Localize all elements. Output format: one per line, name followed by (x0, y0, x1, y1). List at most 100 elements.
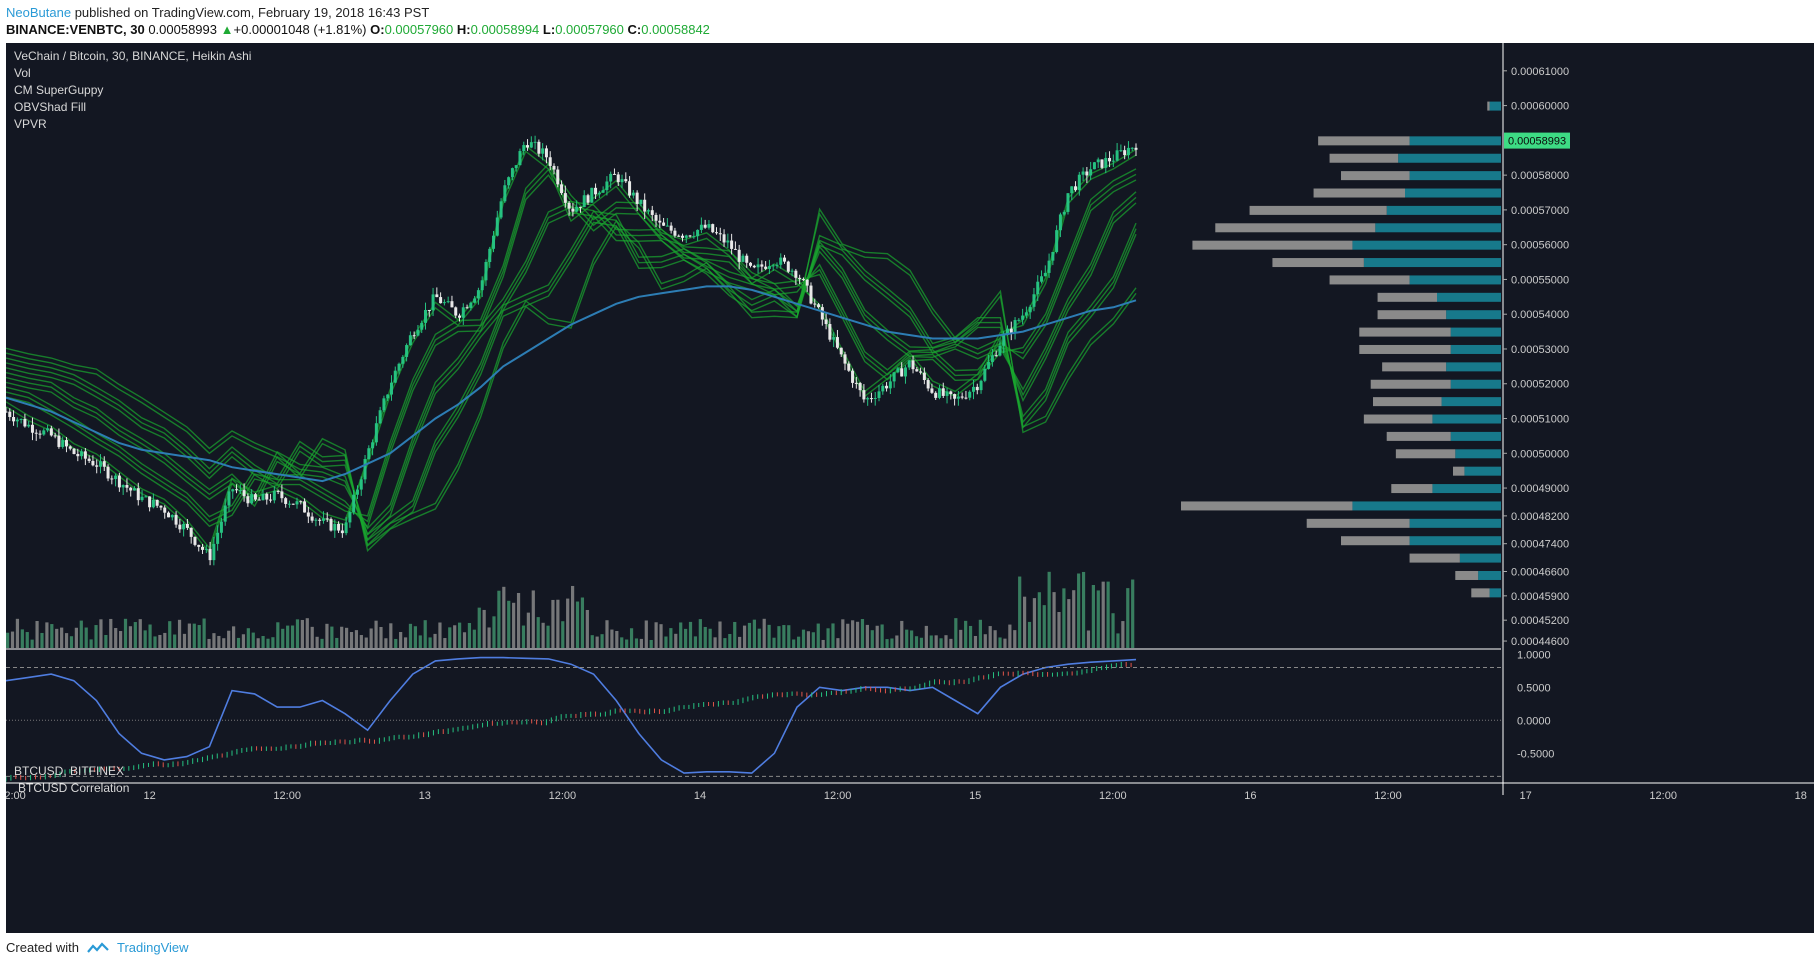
candle-body (590, 187, 594, 203)
volume-bar (1077, 573, 1081, 648)
volume-bar (983, 634, 987, 648)
candle-body (295, 501, 299, 505)
candle-body (1092, 162, 1096, 170)
candle-body (144, 496, 148, 498)
volume-bar (797, 636, 801, 648)
candle-body (726, 240, 730, 243)
volume-bar (384, 638, 388, 648)
volume-bar (993, 630, 997, 648)
volume-bar (959, 629, 963, 648)
candle-body (983, 368, 987, 381)
candle-body (484, 262, 488, 281)
candle-body (389, 382, 393, 395)
candle-body (662, 222, 666, 226)
candle-body (953, 394, 957, 399)
candle-body (454, 307, 458, 316)
candle-body (578, 206, 582, 208)
candle-body (250, 494, 254, 504)
chart-canvas[interactable]: 0.00061000 0.00060000 0.00058000 0.00057000… (6, 43, 1814, 933)
tradingview-link[interactable]: TradingView (116, 940, 189, 955)
candle-body (102, 461, 106, 467)
volume-bar (148, 624, 152, 648)
volume-bar (74, 627, 78, 648)
vpvr-up-bar (1398, 153, 1501, 163)
volume-bar (634, 638, 639, 648)
volume-bar (295, 619, 300, 648)
main-legend-title: VeChain / Bitcoin, 30, BINANCE, Heikin A… (14, 49, 251, 63)
volume-bar (448, 627, 452, 648)
candle-body (242, 490, 246, 497)
candle-body (771, 265, 775, 267)
candle-body (892, 372, 896, 382)
volume-bar (138, 619, 142, 648)
volume-bar (752, 619, 756, 648)
candle-body (340, 530, 344, 534)
candle-body (1096, 159, 1100, 163)
volume-bar (158, 634, 162, 648)
volume-bar (104, 634, 108, 648)
low-label: L: (542, 22, 556, 37)
price-tick-label: 0.00058000 (1511, 170, 1569, 182)
candle-body (533, 141, 537, 143)
price-tick-label: 0.00048200 (1511, 511, 1569, 523)
candle-body (1081, 171, 1085, 175)
volume-bar (615, 630, 619, 648)
time-tick-label: 12:00 (1649, 790, 1677, 802)
volume-bar (855, 621, 860, 648)
subpane-tick-label: 0.0000 (1517, 715, 1551, 727)
volume-bar (821, 639, 825, 648)
candle-body (276, 490, 280, 492)
footer: Created with TradingView (6, 940, 189, 955)
candle-body (458, 315, 462, 318)
candle-body (903, 367, 907, 377)
candle-body (835, 337, 839, 348)
chart-svg[interactable]: 0.00061000 0.00060000 0.00058000 0.00057000… (6, 43, 1814, 933)
volume-bar (266, 638, 270, 648)
volume-bar (968, 625, 973, 648)
candle-body (91, 460, 95, 466)
candle-body (442, 302, 446, 304)
subpane-indicator: BTCUSD Correlation (18, 781, 129, 795)
candle-body (446, 301, 450, 303)
candle-body (541, 148, 545, 154)
volume-bar (20, 629, 24, 648)
candle-body (680, 235, 684, 238)
candle-body (522, 145, 526, 152)
candle-body (167, 512, 171, 518)
volume-bar (143, 630, 147, 648)
volume-bar (659, 624, 663, 648)
author-link[interactable]: NeoButane (6, 5, 72, 20)
candle-body (699, 224, 703, 230)
volume-bar (1106, 581, 1110, 648)
volume-bar (163, 632, 167, 648)
volume-bar (924, 625, 928, 648)
price-tick-label: 0.00053000 (1511, 344, 1569, 356)
last-price: 0.00058993 (148, 22, 217, 37)
candle-body (30, 424, 34, 433)
volume-bar (458, 622, 462, 648)
candle-body (465, 307, 469, 309)
candle-body (885, 385, 889, 389)
volume-bar (325, 623, 329, 648)
candle-body (741, 255, 745, 262)
vpvr-down-bar (1359, 344, 1451, 354)
volume-bar (10, 631, 15, 648)
time-tick-label: 12:00 (549, 790, 577, 802)
candle-body (624, 179, 628, 182)
candle-body (299, 501, 303, 503)
volume-bar (738, 636, 742, 648)
volume-bar (433, 633, 437, 648)
candle-body (1055, 230, 1059, 252)
subpane-tick-label: 0.5000 (1517, 682, 1551, 694)
candle-body (231, 489, 235, 492)
volume-bar (905, 629, 909, 648)
candle-body (329, 518, 333, 531)
volume-bar (202, 618, 206, 648)
candle-body (416, 329, 420, 336)
candle-body (798, 277, 802, 280)
candle-body (412, 335, 416, 337)
volume-bar (851, 620, 855, 648)
candle-body (492, 235, 496, 249)
volume-bar (1042, 605, 1046, 648)
volume-bar (1111, 613, 1115, 648)
